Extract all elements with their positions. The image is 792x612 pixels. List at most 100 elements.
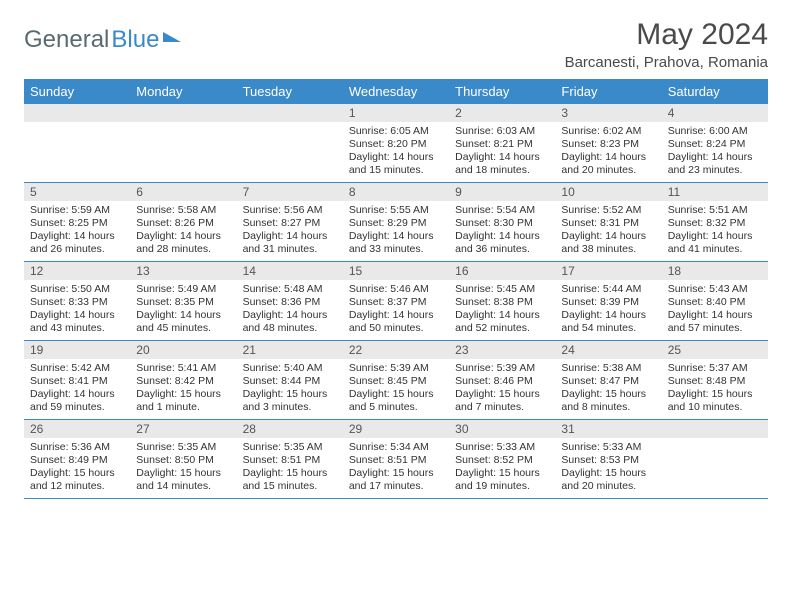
daylight-text-2: and 1 minute.	[136, 401, 230, 414]
daylight-text-2: and 41 minutes.	[668, 243, 762, 256]
daylight-text-2: and 50 minutes.	[349, 322, 443, 335]
daylight-text-2: and 3 minutes.	[243, 401, 337, 414]
day-number: 6	[130, 183, 236, 201]
sunset-text: Sunset: 8:45 PM	[349, 375, 443, 388]
daylight-text-2: and 28 minutes.	[136, 243, 230, 256]
title-block: May 2024 Barcanesti, Prahova, Romania	[565, 18, 768, 71]
day-number: 29	[343, 420, 449, 438]
sunset-text: Sunset: 8:39 PM	[561, 296, 655, 309]
dow-fri: Friday	[555, 79, 661, 104]
calendar-cell: 24Sunrise: 5:38 AMSunset: 8:47 PMDayligh…	[555, 341, 661, 419]
sunrise-text: Sunrise: 5:59 AM	[30, 204, 124, 217]
sunrise-text: Sunrise: 5:49 AM	[136, 283, 230, 296]
sunset-text: Sunset: 8:36 PM	[243, 296, 337, 309]
sunrise-text: Sunrise: 5:35 AM	[243, 441, 337, 454]
daylight-text-2: and 38 minutes.	[561, 243, 655, 256]
day-number: 19	[24, 341, 130, 359]
day-number: 31	[555, 420, 661, 438]
day-details: Sunrise: 5:54 AMSunset: 8:30 PMDaylight:…	[449, 201, 555, 261]
daylight-text-2: and 36 minutes.	[455, 243, 549, 256]
daylight-text-1: Daylight: 14 hours	[349, 230, 443, 243]
day-details: Sunrise: 5:39 AMSunset: 8:45 PMDaylight:…	[343, 359, 449, 419]
calendar-cell: 21Sunrise: 5:40 AMSunset: 8:44 PMDayligh…	[237, 341, 343, 419]
daylight-text-1: Daylight: 14 hours	[455, 309, 549, 322]
sunset-text: Sunset: 8:30 PM	[455, 217, 549, 230]
sunset-text: Sunset: 8:20 PM	[349, 138, 443, 151]
dow-wed: Wednesday	[343, 79, 449, 104]
sunrise-text: Sunrise: 6:02 AM	[561, 125, 655, 138]
sunset-text: Sunset: 8:29 PM	[349, 217, 443, 230]
daylight-text-2: and 5 minutes.	[349, 401, 443, 414]
sunrise-text: Sunrise: 5:56 AM	[243, 204, 337, 217]
sunset-text: Sunset: 8:24 PM	[668, 138, 762, 151]
daylight-text-1: Daylight: 14 hours	[668, 309, 762, 322]
sunrise-text: Sunrise: 5:33 AM	[561, 441, 655, 454]
daylight-text-1: Daylight: 15 hours	[455, 388, 549, 401]
daylight-text-2: and 18 minutes.	[455, 164, 549, 177]
day-number: 21	[237, 341, 343, 359]
day-details: Sunrise: 5:34 AMSunset: 8:51 PMDaylight:…	[343, 438, 449, 498]
sunrise-text: Sunrise: 5:42 AM	[30, 362, 124, 375]
sunset-text: Sunset: 8:38 PM	[455, 296, 549, 309]
day-number: 30	[449, 420, 555, 438]
daylight-text-2: and 17 minutes.	[349, 480, 443, 493]
day-details: Sunrise: 6:02 AMSunset: 8:23 PMDaylight:…	[555, 122, 661, 182]
sunrise-text: Sunrise: 6:05 AM	[349, 125, 443, 138]
calendar-cell: 19Sunrise: 5:42 AMSunset: 8:41 PMDayligh…	[24, 341, 130, 419]
day-details: Sunrise: 5:35 AMSunset: 8:50 PMDaylight:…	[130, 438, 236, 498]
day-details: Sunrise: 5:46 AMSunset: 8:37 PMDaylight:…	[343, 280, 449, 340]
day-details: Sunrise: 5:55 AMSunset: 8:29 PMDaylight:…	[343, 201, 449, 261]
day-number	[24, 104, 130, 122]
day-details: Sunrise: 5:40 AMSunset: 8:44 PMDaylight:…	[237, 359, 343, 419]
sunrise-text: Sunrise: 5:36 AM	[30, 441, 124, 454]
day-details: Sunrise: 6:05 AMSunset: 8:20 PMDaylight:…	[343, 122, 449, 182]
daylight-text-1: Daylight: 15 hours	[136, 388, 230, 401]
daylight-text-2: and 31 minutes.	[243, 243, 337, 256]
calendar-cell: 6Sunrise: 5:58 AMSunset: 8:26 PMDaylight…	[130, 183, 236, 261]
sunset-text: Sunset: 8:53 PM	[561, 454, 655, 467]
daylight-text-2: and 54 minutes.	[561, 322, 655, 335]
day-number	[237, 104, 343, 122]
day-number: 16	[449, 262, 555, 280]
day-number: 12	[24, 262, 130, 280]
daylight-text-2: and 15 minutes.	[243, 480, 337, 493]
calendar-cell: 11Sunrise: 5:51 AMSunset: 8:32 PMDayligh…	[662, 183, 768, 261]
day-number: 9	[449, 183, 555, 201]
calendar-cell: 31Sunrise: 5:33 AMSunset: 8:53 PMDayligh…	[555, 420, 661, 498]
sunset-text: Sunset: 8:32 PM	[668, 217, 762, 230]
calendar-cell: 9Sunrise: 5:54 AMSunset: 8:30 PMDaylight…	[449, 183, 555, 261]
day-number	[662, 420, 768, 438]
daylight-text-1: Daylight: 15 hours	[136, 467, 230, 480]
day-number: 3	[555, 104, 661, 122]
daylight-text-1: Daylight: 15 hours	[455, 467, 549, 480]
day-number: 26	[24, 420, 130, 438]
day-details: Sunrise: 5:44 AMSunset: 8:39 PMDaylight:…	[555, 280, 661, 340]
daylight-text-1: Daylight: 14 hours	[243, 309, 337, 322]
sunrise-text: Sunrise: 5:55 AM	[349, 204, 443, 217]
day-details: Sunrise: 5:42 AMSunset: 8:41 PMDaylight:…	[24, 359, 130, 419]
sunrise-text: Sunrise: 5:43 AM	[668, 283, 762, 296]
day-details: Sunrise: 5:36 AMSunset: 8:49 PMDaylight:…	[24, 438, 130, 498]
sunrise-text: Sunrise: 5:38 AM	[561, 362, 655, 375]
day-number: 17	[555, 262, 661, 280]
calendar-cell: 20Sunrise: 5:41 AMSunset: 8:42 PMDayligh…	[130, 341, 236, 419]
sunrise-text: Sunrise: 5:39 AM	[455, 362, 549, 375]
sunset-text: Sunset: 8:49 PM	[30, 454, 124, 467]
calendar-cell: 26Sunrise: 5:36 AMSunset: 8:49 PMDayligh…	[24, 420, 130, 498]
daylight-text-1: Daylight: 14 hours	[455, 151, 549, 164]
brand-part2: Blue	[111, 26, 159, 54]
daylight-text-1: Daylight: 14 hours	[455, 230, 549, 243]
sunrise-text: Sunrise: 5:52 AM	[561, 204, 655, 217]
day-number: 5	[24, 183, 130, 201]
brand-part1: General	[24, 26, 109, 54]
sunset-text: Sunset: 8:27 PM	[243, 217, 337, 230]
day-details: Sunrise: 5:56 AMSunset: 8:27 PMDaylight:…	[237, 201, 343, 261]
sunset-text: Sunset: 8:42 PM	[136, 375, 230, 388]
day-details: Sunrise: 5:49 AMSunset: 8:35 PMDaylight:…	[130, 280, 236, 340]
daylight-text-1: Daylight: 15 hours	[668, 388, 762, 401]
daylight-text-2: and 48 minutes.	[243, 322, 337, 335]
calendar-cell: 22Sunrise: 5:39 AMSunset: 8:45 PMDayligh…	[343, 341, 449, 419]
sunset-text: Sunset: 8:26 PM	[136, 217, 230, 230]
day-number: 1	[343, 104, 449, 122]
daylight-text-2: and 43 minutes.	[30, 322, 124, 335]
